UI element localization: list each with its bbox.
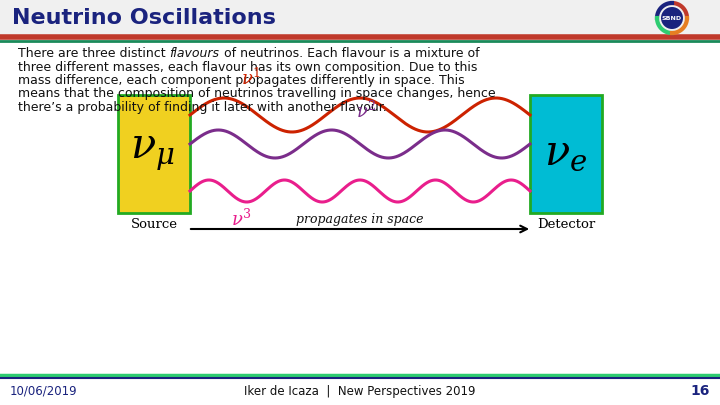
Text: SBND: SBND [662,15,682,21]
Text: $\nu_e$: $\nu_e$ [544,131,588,173]
Text: propagates in space: propagates in space [296,213,424,226]
Text: of neutrinos. Each flavour is a mixture of: of neutrinos. Each flavour is a mixture … [220,47,480,60]
Bar [530,95,602,213]
Text: $\nu^3$: $\nu^3$ [230,209,251,230]
Text: 10/06/2019: 10/06/2019 [10,384,78,397]
Circle shape [661,7,683,29]
Bar [0,0,720,35]
Text: $\nu_\mu$: $\nu_\mu$ [130,131,174,173]
Text: Iker de Icaza  |  New Perspectives 2019: Iker de Icaza | New Perspectives 2019 [244,384,476,397]
Text: There are three distinct: There are three distinct [18,47,170,60]
Bar [118,95,190,213]
Text: three different masses, each flavour has its own composition. Due to this: three different masses, each flavour has… [18,60,477,73]
Text: flavours: flavours [170,47,220,60]
Text: Neutrino Oscillations: Neutrino Oscillations [12,8,276,28]
Text: mass difference, each component propagates differently in space. This: mass difference, each component propagat… [18,74,464,87]
Text: Detector: Detector [537,218,595,231]
Text: 16: 16 [690,384,710,398]
Text: means that the composition of neutrinos travelling in space changes, hence: means that the composition of neutrinos … [18,87,495,100]
Text: there’s a probability of finding it later with another flavour.: there’s a probability of finding it late… [18,101,387,114]
Text: $\nu^1$: $\nu^1$ [241,68,261,89]
Text: Source: Source [130,218,178,231]
Text: $\nu^2$: $\nu^2$ [356,101,377,122]
